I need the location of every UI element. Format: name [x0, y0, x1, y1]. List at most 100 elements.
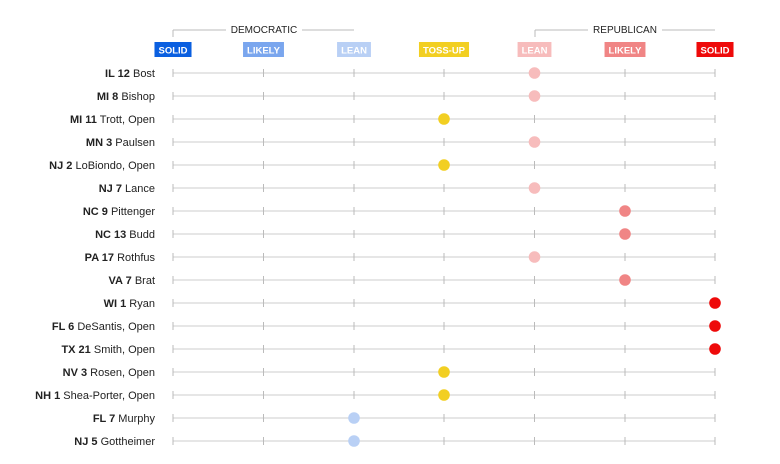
- rating-dot: [709, 343, 721, 355]
- category-badge-bg: [604, 42, 646, 57]
- rating-dot: [619, 274, 631, 286]
- race-label: MI 8 Bishop: [97, 91, 155, 103]
- candidate-label: LoBiondo, Open: [72, 160, 155, 172]
- category-badge-bg: [418, 42, 470, 57]
- candidate-label: Bishop: [118, 91, 155, 103]
- category-badge: LIKELY: [604, 42, 646, 57]
- race-row: IL 12 Bost: [105, 67, 716, 80]
- rating-dot: [528, 136, 541, 148]
- candidate-label: Bost: [130, 68, 155, 80]
- race-label: MN 3 Paulsen: [86, 137, 155, 149]
- race-row: VA 7 Brat: [109, 274, 716, 287]
- candidate-label: Rosen, Open: [87, 367, 155, 379]
- race-row: MI 11 Trott, Open: [70, 113, 716, 126]
- race-row: NJ 2 LoBiondo, Open: [49, 159, 716, 172]
- district-label: FL 7: [93, 413, 115, 425]
- category-label: LEAN: [341, 46, 367, 57]
- district-label: NJ 2: [49, 160, 72, 172]
- rating-dot: [438, 389, 450, 401]
- district-label: NV 3: [63, 367, 87, 379]
- race-label: WI 1 Ryan: [104, 298, 155, 310]
- category-badge-bg: [696, 42, 734, 57]
- rating-dot: [528, 182, 541, 194]
- race-label: MI 11 Trott, Open: [70, 114, 155, 126]
- race-row: NV 3 Rosen, Open: [63, 366, 716, 379]
- race-row: NC 9 Pittenger: [83, 205, 716, 218]
- category-badge: SOLID: [154, 42, 192, 57]
- race-row: NH 1 Shea-Porter, Open: [35, 389, 716, 402]
- race-row: MN 3 Paulsen: [86, 136, 716, 149]
- race-label: TX 21 Smith, Open: [61, 344, 155, 356]
- candidate-label: Brat: [132, 275, 155, 287]
- district-label: MI 11: [70, 114, 97, 126]
- district-label: NC 9: [83, 206, 108, 218]
- candidate-label: Budd: [126, 229, 155, 241]
- race-label: NC 13 Budd: [95, 229, 155, 241]
- race-label: IL 12 Bost: [105, 68, 155, 80]
- district-label: IL 12: [105, 68, 130, 80]
- candidate-label: DeSantis, Open: [74, 321, 155, 333]
- category-label: SOLID: [700, 46, 729, 57]
- rating-dot: [438, 159, 450, 171]
- race-label: NV 3 Rosen, Open: [63, 367, 155, 379]
- district-label: PA 17: [85, 252, 114, 264]
- district-label: NJ 5: [74, 436, 97, 448]
- rating-dot: [438, 113, 450, 125]
- district-label: NJ 7: [99, 183, 122, 195]
- race-label: FL 7 Murphy: [93, 413, 156, 425]
- category-badge-bg: [154, 42, 192, 57]
- democratic-header: DEMOCRATIC: [231, 25, 297, 36]
- candidate-label: Gottheimer: [98, 436, 156, 448]
- rating-dot: [709, 297, 721, 309]
- district-label: TX 21: [61, 344, 90, 356]
- category-badge-bg: [337, 42, 371, 57]
- category-badge: TOSS-UP: [418, 42, 470, 57]
- category-badge: LEAN: [337, 42, 371, 57]
- rating-dot: [348, 412, 360, 424]
- candidate-label: Paulsen: [112, 137, 155, 149]
- rating-dot: [348, 435, 360, 447]
- race-row: NJ 5 Gottheimer: [74, 435, 716, 448]
- race-label: NJ 7 Lance: [99, 183, 155, 195]
- chart-header: DEMOCRATIC REPUBLICAN: [172, 25, 715, 37]
- candidate-label: Trott, Open: [97, 114, 155, 126]
- republican-header: REPUBLICAN: [593, 25, 657, 36]
- rating-dot: [709, 320, 721, 332]
- race-label: PA 17 Rothfus: [85, 252, 156, 264]
- candidate-label: Murphy: [115, 413, 155, 425]
- race-row: NC 13 Budd: [95, 228, 716, 241]
- district-label: MI 8: [97, 91, 118, 103]
- candidate-label: Lance: [122, 183, 155, 195]
- race-label: NC 9 Pittenger: [83, 206, 155, 218]
- category-badge-bg: [243, 42, 284, 57]
- district-label: WI 1: [104, 298, 127, 310]
- race-label: NJ 5 Gottheimer: [74, 436, 155, 448]
- race-row: WI 1 Ryan: [104, 297, 721, 310]
- race-row: MI 8 Bishop: [97, 90, 716, 103]
- category-badge: SOLID: [696, 42, 734, 57]
- race-label: NJ 2 LoBiondo, Open: [49, 160, 155, 172]
- category-label: LEAN: [522, 46, 548, 57]
- category-label: LIKELY: [247, 46, 281, 57]
- race-row: FL 7 Murphy: [93, 412, 716, 425]
- category-label: SOLID: [158, 46, 187, 57]
- race-label: FL 6 DeSantis, Open: [52, 321, 155, 333]
- district-label: NC 13: [95, 229, 126, 241]
- district-label: NH 1: [35, 390, 60, 402]
- rating-dot: [438, 366, 450, 378]
- candidate-label: Ryan: [126, 298, 155, 310]
- candidate-label: Shea-Porter, Open: [60, 390, 155, 402]
- rating-dot: [619, 228, 631, 240]
- category-badge-bg: [517, 42, 552, 57]
- rating-dot: [619, 205, 631, 217]
- candidate-label: Rothfus: [114, 252, 155, 264]
- race-row: PA 17 Rothfus: [85, 251, 716, 264]
- district-label: MN 3: [86, 137, 112, 149]
- race-row: NJ 7 Lance: [99, 182, 716, 195]
- rating-dot: [528, 251, 541, 263]
- race-label: VA 7 Brat: [109, 275, 155, 287]
- district-label: FL 6: [52, 321, 74, 333]
- category-badge: LEAN: [517, 42, 552, 57]
